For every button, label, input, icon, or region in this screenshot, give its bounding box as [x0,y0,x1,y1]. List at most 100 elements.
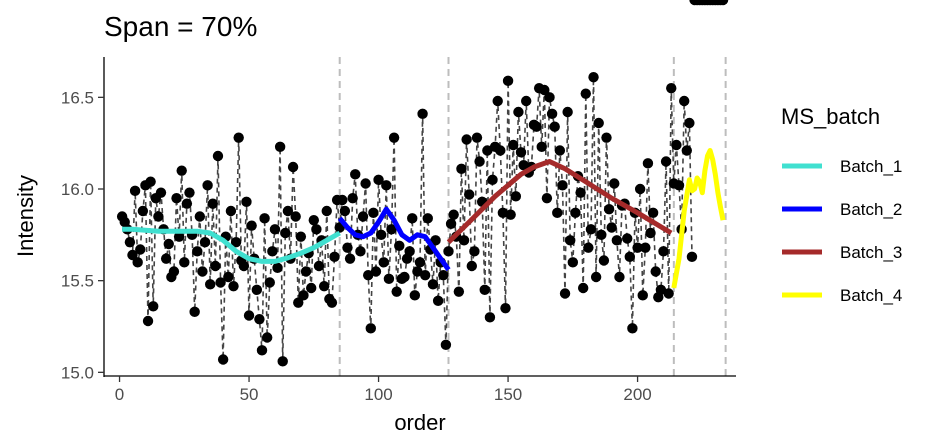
data-point [596,229,607,241]
data-point [342,242,353,253]
data-point [225,205,237,217]
data-point [681,145,692,156]
data-point [373,174,384,186]
data-point [308,214,320,226]
data-point [655,284,667,296]
data-point [588,71,599,83]
data-point [184,187,195,198]
data-point [407,213,418,224]
data-point [606,222,617,233]
data-point [233,132,244,143]
data-point [541,192,553,204]
data-point [246,220,257,231]
data-point [355,246,366,257]
legend-label: Batch_1 [840,157,902,176]
data-point [546,108,558,120]
data-point [580,88,591,99]
dashed-connector [121,77,693,362]
data-point [399,271,410,283]
data-point [298,290,309,301]
data-point [593,117,604,129]
data-point [362,269,374,281]
smooth-line-batch-2 [337,206,451,272]
data-point [495,145,506,156]
legend: MS_batch Batch_1 Batch_2 Batch_3 Batch_4 [781,104,902,305]
data-point [497,207,509,219]
data-points [116,0,729,367]
data-point [168,266,180,277]
data-point [518,159,529,171]
plot-area [116,0,729,376]
data-point [230,236,242,248]
data-point [502,75,514,87]
data-point [427,279,439,290]
data-point [414,257,426,268]
data-point [549,121,560,132]
data-point [479,284,490,296]
data-point [554,145,566,156]
data-point [443,246,454,257]
data-point [458,235,470,246]
data-point [544,92,555,103]
data-point [160,253,172,264]
data-point [171,192,182,204]
y-ticks: 15.0 15.5 16.0 16.5 [61,88,104,382]
data-point [539,84,550,96]
data-point [207,198,218,209]
data-point [329,251,340,263]
data-point [145,176,156,187]
data-point [204,279,216,290]
data-point [647,207,659,219]
data-point [124,236,136,248]
y-tick-label: 16.5 [61,88,94,107]
data-point [365,323,376,334]
data-point [409,290,421,301]
data-point [326,297,338,308]
data-point [238,260,250,272]
data-point [155,187,167,198]
data-point [163,238,174,250]
data-point [176,165,187,176]
data-point [520,95,532,107]
data-point [448,209,459,220]
data-point [280,227,291,239]
data-point [137,205,149,217]
data-point [179,257,190,268]
data-point [394,240,405,252]
data-point [684,117,695,129]
legend-label: Batch_3 [840,243,902,262]
data-point [513,106,524,118]
data-point [461,134,472,145]
data-point [505,209,516,220]
data-point [510,191,522,202]
data-point [290,211,301,222]
smooth-line-batch-4 [671,148,726,289]
data-point [202,180,213,191]
data-point [515,147,527,158]
data-point [311,224,322,235]
data-point [300,266,312,277]
y-tick-label: 15.0 [61,363,94,382]
x-tick-label: 50 [240,385,259,404]
data-point [243,310,255,321]
data-point [391,286,402,297]
data-point [671,139,682,151]
data-point [650,266,661,277]
data-point [487,174,498,186]
data-point [381,180,392,191]
data-point [419,269,431,281]
data-point [241,196,252,208]
y-tick-label: 15.5 [61,272,94,291]
data-point [559,288,571,299]
data-point [197,266,208,277]
data-point [189,306,200,318]
data-point [210,260,221,272]
data-point [590,271,602,283]
data-point [469,246,480,257]
data-point [181,198,193,209]
data-point [339,205,351,217]
data-point [129,185,141,197]
data-point [264,277,275,288]
data-point [217,354,229,365]
data-point [251,284,263,296]
